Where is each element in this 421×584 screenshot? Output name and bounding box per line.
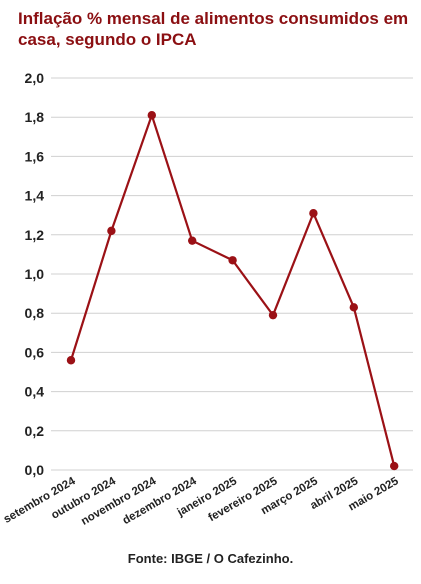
series-line-path (69, 114, 396, 467)
data-point (107, 226, 116, 236)
series-line (69, 114, 396, 467)
gridlines (51, 77, 413, 471)
y-tick-label: 1,4 (25, 188, 45, 204)
y-tick-label: 1,6 (25, 148, 45, 164)
data-points (66, 111, 399, 471)
y-axis-tick-labels: 0,0 0,2 0,4 0,6 0,8 1,0 1,2 1,4 1,6 1,8 2,0 (25, 70, 45, 478)
data-point (188, 236, 197, 245)
data-point (268, 310, 278, 320)
data-point (390, 461, 399, 471)
data-point (228, 256, 237, 265)
y-tick-label: 2,0 (25, 70, 45, 86)
data-point (66, 356, 76, 365)
data-point (147, 111, 156, 120)
data-point (349, 303, 358, 312)
y-tick-label: 0,8 (25, 305, 45, 321)
x-tick-label: fevereiro 2025 (206, 475, 280, 524)
y-tick-label: 1,8 (25, 109, 45, 125)
y-tick-label: 0,4 (25, 384, 45, 400)
source-note: Fonte: IBGE / O Cafezinho. (127, 551, 294, 566)
y-tick-label: 0,0 (25, 462, 45, 478)
y-tick-label: 1,2 (25, 227, 45, 243)
y-tick-label: 1,0 (25, 266, 45, 282)
data-point (309, 209, 318, 218)
y-tick-label: 0,6 (25, 344, 45, 360)
y-tick-label: 0,2 (25, 423, 45, 439)
chart-title: Inflação % mensal de alimentos consumido… (18, 9, 409, 49)
